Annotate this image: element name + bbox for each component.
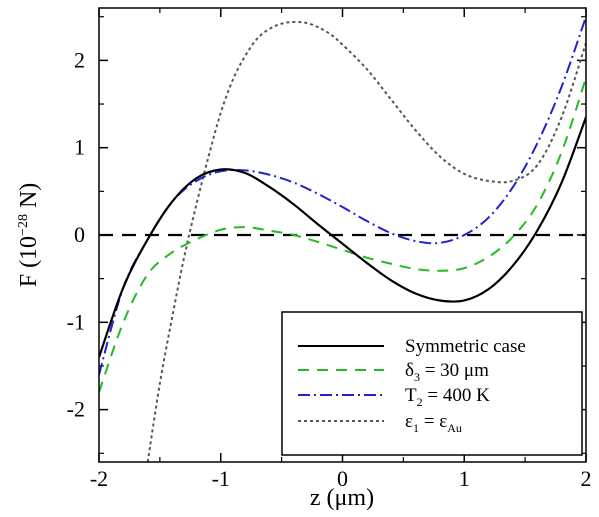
series-layer	[99, 16, 586, 462]
legend-delta-subscript: 3	[414, 370, 420, 384]
x-axis-title: z (μm)	[310, 485, 374, 511]
legend-label-t2: T2 = 400 K	[405, 385, 490, 409]
x-axis-title-main: z (	[310, 485, 335, 511]
legend-t-subscript: 2	[417, 395, 423, 409]
y-axis-title: F (10−28 N)	[16, 183, 42, 288]
y-tick-label: -2	[67, 397, 85, 422]
x-axis-title-close: )	[366, 485, 374, 511]
legend-delta-symbol: δ	[405, 360, 414, 381]
legend-t-rest: = 400 K	[423, 385, 490, 406]
legend-eps-symbol: ε	[405, 411, 413, 432]
y-axis-title-close: N)	[16, 183, 42, 214]
x-tick-label: 0	[337, 466, 348, 491]
y-tick-label: -1	[67, 309, 85, 334]
y-axis-title-exponent: −28	[16, 214, 31, 236]
y-tick-label: 1	[74, 135, 85, 160]
legend-label-delta3: δ3 = 30 μm	[405, 360, 489, 384]
x-tick-label: -1	[212, 466, 230, 491]
series-line-delta3	[99, 77, 586, 393]
legend-label-eps1: ε1 = εAu	[405, 411, 462, 435]
legend-delta-rest: = 30 μm	[420, 360, 489, 381]
x-tick-label: 2	[581, 466, 592, 491]
legend-box	[281, 311, 583, 456]
series-line-eps1	[146, 20, 586, 462]
y-axis-title-main: F (10	[16, 236, 42, 287]
legend-eps-subscript-au: Au	[447, 421, 462, 435]
y-tick-label: 2	[74, 47, 85, 72]
series-line-symmetric	[99, 116, 586, 358]
tick-labels: -2 -1 0 1 2 -2 -1 0 1 2	[67, 47, 592, 491]
legend-t-symbol: T	[405, 385, 417, 406]
y-tick-label: 0	[74, 222, 85, 247]
legend-eps-rest: = ε	[419, 411, 447, 432]
plot-frame	[98, 7, 587, 463]
legend: Symmetric case δ3 = 30 μm T2 = 400 K ε1 …	[281, 311, 583, 456]
x-axis-title-unit: μm	[335, 485, 367, 511]
legend-label-symmetric: Symmetric case	[405, 336, 526, 357]
x-tick-label: -2	[90, 466, 108, 491]
x-tick-label: 1	[459, 466, 470, 491]
legend-eps-subscript: 1	[413, 421, 419, 435]
